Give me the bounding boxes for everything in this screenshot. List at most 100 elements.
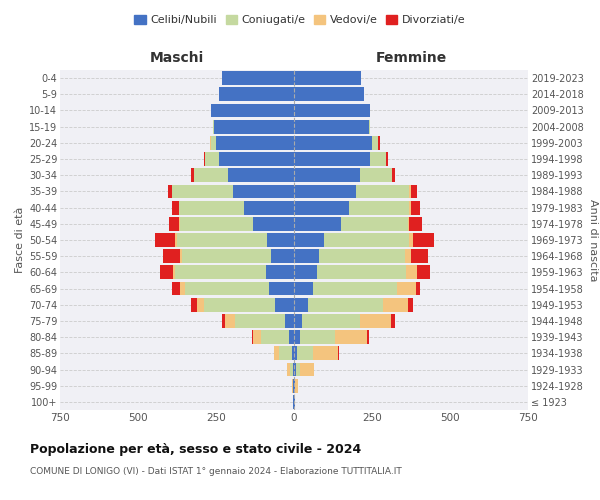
- Bar: [409, 233, 413, 247]
- Bar: [405, 250, 411, 263]
- Bar: [370, 152, 386, 166]
- Bar: [294, 168, 359, 182]
- Bar: [205, 152, 219, 166]
- Bar: [323, 233, 409, 247]
- Bar: [292, 346, 294, 360]
- Bar: [284, 314, 294, 328]
- Bar: [182, 250, 271, 263]
- Bar: [294, 120, 369, 134]
- Bar: [313, 346, 338, 360]
- Bar: [175, 266, 266, 280]
- Bar: [274, 346, 279, 360]
- Bar: [386, 152, 388, 166]
- Bar: [180, 250, 182, 263]
- Bar: [397, 282, 416, 296]
- Bar: [409, 217, 422, 230]
- Bar: [408, 217, 409, 230]
- Bar: [175, 233, 177, 247]
- Bar: [292, 379, 293, 392]
- Bar: [294, 362, 296, 376]
- Bar: [294, 282, 313, 296]
- Y-axis label: Fasce di età: Fasce di età: [14, 207, 25, 273]
- Bar: [349, 200, 409, 214]
- Bar: [413, 233, 434, 247]
- Bar: [319, 250, 405, 263]
- Bar: [229, 168, 294, 182]
- Bar: [287, 362, 290, 376]
- Bar: [219, 88, 294, 101]
- Bar: [293, 395, 294, 409]
- Bar: [219, 152, 294, 166]
- Bar: [417, 266, 430, 280]
- Bar: [214, 120, 294, 134]
- Bar: [408, 298, 413, 312]
- Bar: [296, 362, 300, 376]
- Bar: [294, 200, 349, 214]
- Bar: [409, 200, 411, 214]
- Bar: [275, 298, 294, 312]
- Bar: [191, 298, 197, 312]
- Bar: [271, 250, 294, 263]
- Bar: [383, 298, 408, 312]
- Bar: [179, 200, 244, 214]
- Bar: [294, 136, 372, 149]
- Bar: [294, 217, 341, 230]
- Text: Femmine: Femmine: [376, 51, 446, 65]
- Bar: [294, 104, 370, 118]
- Bar: [297, 346, 313, 360]
- Bar: [313, 282, 397, 296]
- Bar: [293, 379, 294, 392]
- Bar: [411, 250, 428, 263]
- Legend: Celibi/Nubili, Coniugati/e, Vedovi/e, Divorziati/e: Celibi/Nubili, Coniugati/e, Vedovi/e, Di…: [130, 10, 470, 30]
- Bar: [211, 104, 294, 118]
- Bar: [155, 233, 175, 247]
- Bar: [335, 330, 367, 344]
- Bar: [213, 120, 214, 134]
- Bar: [372, 136, 378, 149]
- Bar: [294, 250, 319, 263]
- Bar: [294, 346, 297, 360]
- Bar: [369, 120, 370, 134]
- Bar: [359, 168, 392, 182]
- Bar: [216, 136, 294, 149]
- Bar: [169, 217, 179, 230]
- Bar: [252, 330, 253, 344]
- Bar: [167, 184, 172, 198]
- Bar: [294, 184, 356, 198]
- Bar: [194, 168, 229, 182]
- Bar: [294, 266, 317, 280]
- Bar: [294, 379, 295, 392]
- Bar: [378, 136, 380, 149]
- Bar: [406, 266, 417, 280]
- Bar: [172, 200, 179, 214]
- Bar: [180, 217, 253, 230]
- Bar: [302, 314, 359, 328]
- Bar: [244, 200, 294, 214]
- Bar: [409, 184, 411, 198]
- Bar: [191, 168, 194, 182]
- Bar: [341, 217, 408, 230]
- Bar: [300, 362, 314, 376]
- Bar: [391, 314, 395, 328]
- Bar: [235, 314, 284, 328]
- Bar: [211, 136, 216, 149]
- Bar: [203, 152, 205, 166]
- Bar: [269, 282, 294, 296]
- Bar: [180, 282, 185, 296]
- Bar: [163, 250, 180, 263]
- Bar: [299, 330, 335, 344]
- Bar: [308, 298, 383, 312]
- Bar: [266, 266, 294, 280]
- Text: COMUNE DI LONIGO (VI) - Dati ISTAT 1° gennaio 2024 - Elaborazione TUTTITALIA.IT: COMUNE DI LONIGO (VI) - Dati ISTAT 1° ge…: [30, 468, 402, 476]
- Bar: [367, 330, 369, 344]
- Bar: [294, 71, 361, 85]
- Y-axis label: Anni di nascita: Anni di nascita: [588, 198, 598, 281]
- Bar: [294, 233, 323, 247]
- Bar: [179, 217, 180, 230]
- Bar: [268, 233, 294, 247]
- Text: Popolazione per età, sesso e stato civile - 2024: Popolazione per età, sesso e stato civil…: [30, 442, 361, 456]
- Bar: [290, 362, 293, 376]
- Bar: [356, 184, 409, 198]
- Bar: [411, 184, 417, 198]
- Bar: [294, 330, 299, 344]
